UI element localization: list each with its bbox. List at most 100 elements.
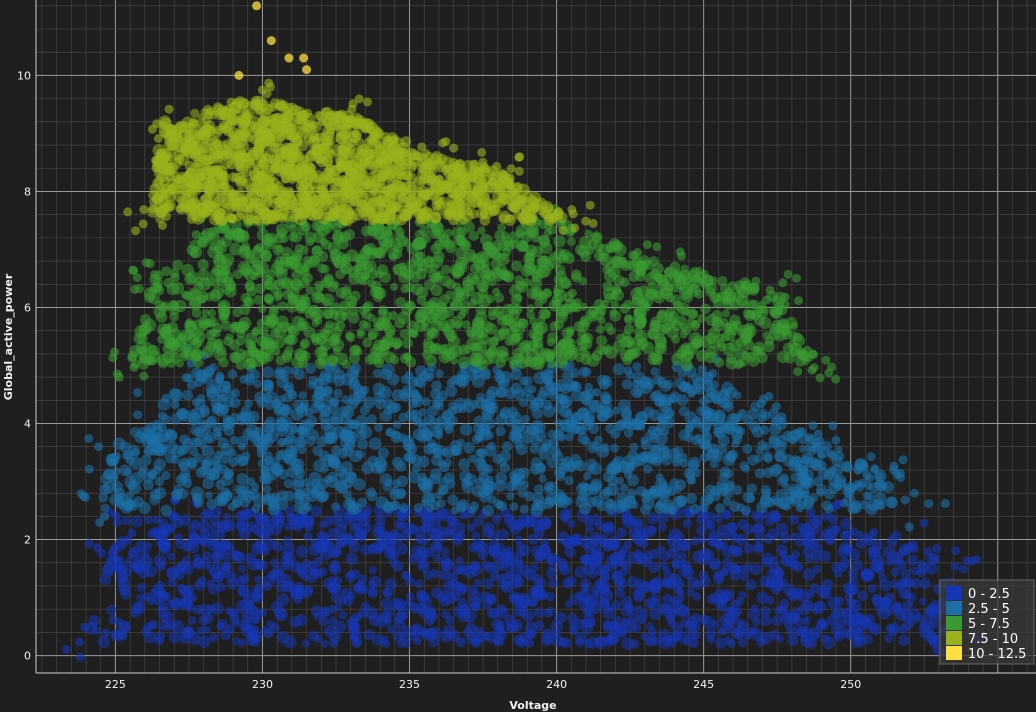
scatter-point — [402, 571, 412, 581]
scatter-point — [658, 522, 667, 532]
scatter-point — [289, 616, 302, 628]
scatter-point — [542, 399, 553, 411]
scatter-point — [792, 561, 804, 573]
scatter-point — [125, 455, 136, 465]
scatter-point — [889, 622, 901, 633]
scatter-point — [274, 256, 284, 265]
scatter-point — [199, 536, 212, 548]
scatter-point — [918, 597, 927, 606]
scatter-point — [865, 503, 878, 516]
scatter-point — [538, 474, 547, 483]
scatter-point — [714, 426, 727, 439]
scatter-point — [788, 331, 799, 341]
scatter-point — [858, 614, 868, 624]
scatter-point — [470, 291, 484, 305]
scatter-point — [354, 527, 367, 540]
scatter-point — [772, 513, 782, 523]
scatter-point — [246, 477, 256, 487]
scatter-point — [510, 524, 521, 535]
scatter-point — [438, 233, 449, 244]
scatter-point — [275, 267, 284, 277]
scatter-point — [246, 286, 257, 297]
scatter-point — [161, 470, 171, 481]
scatter-point — [305, 363, 316, 374]
scatter-point — [276, 630, 290, 644]
scatter-point — [272, 564, 285, 577]
scatter-point — [489, 571, 500, 582]
scatter-point — [322, 516, 334, 527]
scatter-point — [188, 412, 201, 426]
scatter-point — [232, 495, 243, 507]
scatter-point — [262, 493, 272, 503]
scatter-point — [362, 337, 373, 348]
scatter-point — [706, 594, 717, 605]
scatter-point — [416, 286, 429, 299]
scatter-point — [394, 318, 406, 329]
scatter-point — [453, 295, 462, 304]
scatter-point — [191, 307, 202, 318]
scatter-point — [559, 406, 572, 418]
scatter-point — [84, 539, 94, 549]
scatter-point — [544, 481, 554, 492]
scatter-point — [282, 246, 292, 257]
scatter-point — [396, 639, 406, 649]
scatter-point — [394, 616, 403, 625]
scatter-point — [337, 533, 350, 546]
scatter-point — [354, 582, 367, 595]
scatter-point — [272, 244, 284, 256]
scatter-point — [411, 623, 423, 635]
scatter-point — [167, 577, 178, 588]
scatter-point — [330, 592, 342, 603]
scatter-point — [305, 237, 315, 247]
scatter-point — [894, 582, 904, 592]
scatter-point — [567, 613, 578, 624]
scatter-point — [441, 409, 454, 422]
scatter-point — [383, 588, 394, 599]
scatter-point — [467, 523, 476, 533]
scatter-point — [295, 545, 309, 558]
scatter-point — [546, 568, 557, 580]
scatter-point — [488, 544, 501, 558]
scatter-point — [420, 323, 430, 332]
scatter-point — [496, 387, 507, 398]
scatter-point — [753, 522, 764, 534]
scatter-point — [331, 222, 342, 233]
scatter-point — [613, 275, 625, 287]
scatter-point — [157, 605, 170, 618]
scatter-point — [649, 443, 662, 456]
scatter-point — [565, 576, 577, 587]
scatter-point — [910, 488, 920, 498]
scatter-point — [235, 359, 246, 370]
scatter-point — [739, 277, 751, 288]
scatter-point — [153, 458, 166, 471]
scatter-point — [337, 515, 350, 528]
scatter-point — [510, 368, 522, 381]
scatter-point — [172, 259, 184, 271]
scatter-point — [513, 388, 525, 401]
scatter-point — [110, 347, 120, 357]
scatter-point — [205, 383, 216, 394]
scatter-point — [329, 415, 340, 425]
scatter-point — [450, 506, 459, 515]
scatter-point — [827, 362, 836, 372]
scatter-point — [244, 399, 253, 408]
scatter-point — [269, 522, 283, 536]
scatter-point — [886, 496, 898, 509]
scatter-point — [298, 276, 310, 289]
scatter-point — [216, 619, 229, 631]
scatter-point — [849, 527, 859, 536]
scatter-point — [696, 515, 706, 525]
scatter-point — [128, 546, 141, 558]
scatter-point — [678, 564, 691, 577]
scatter-point — [426, 405, 439, 418]
scatter-point — [309, 255, 320, 266]
scatter-point — [129, 266, 139, 275]
scatter-point — [813, 600, 827, 614]
scatter-point — [468, 584, 479, 595]
scatter-point — [276, 593, 290, 607]
scatter-point — [204, 491, 213, 500]
scatter-point — [847, 577, 859, 589]
scatter-point — [420, 499, 430, 508]
scatter-point — [98, 492, 109, 503]
scatter-point — [405, 592, 415, 601]
